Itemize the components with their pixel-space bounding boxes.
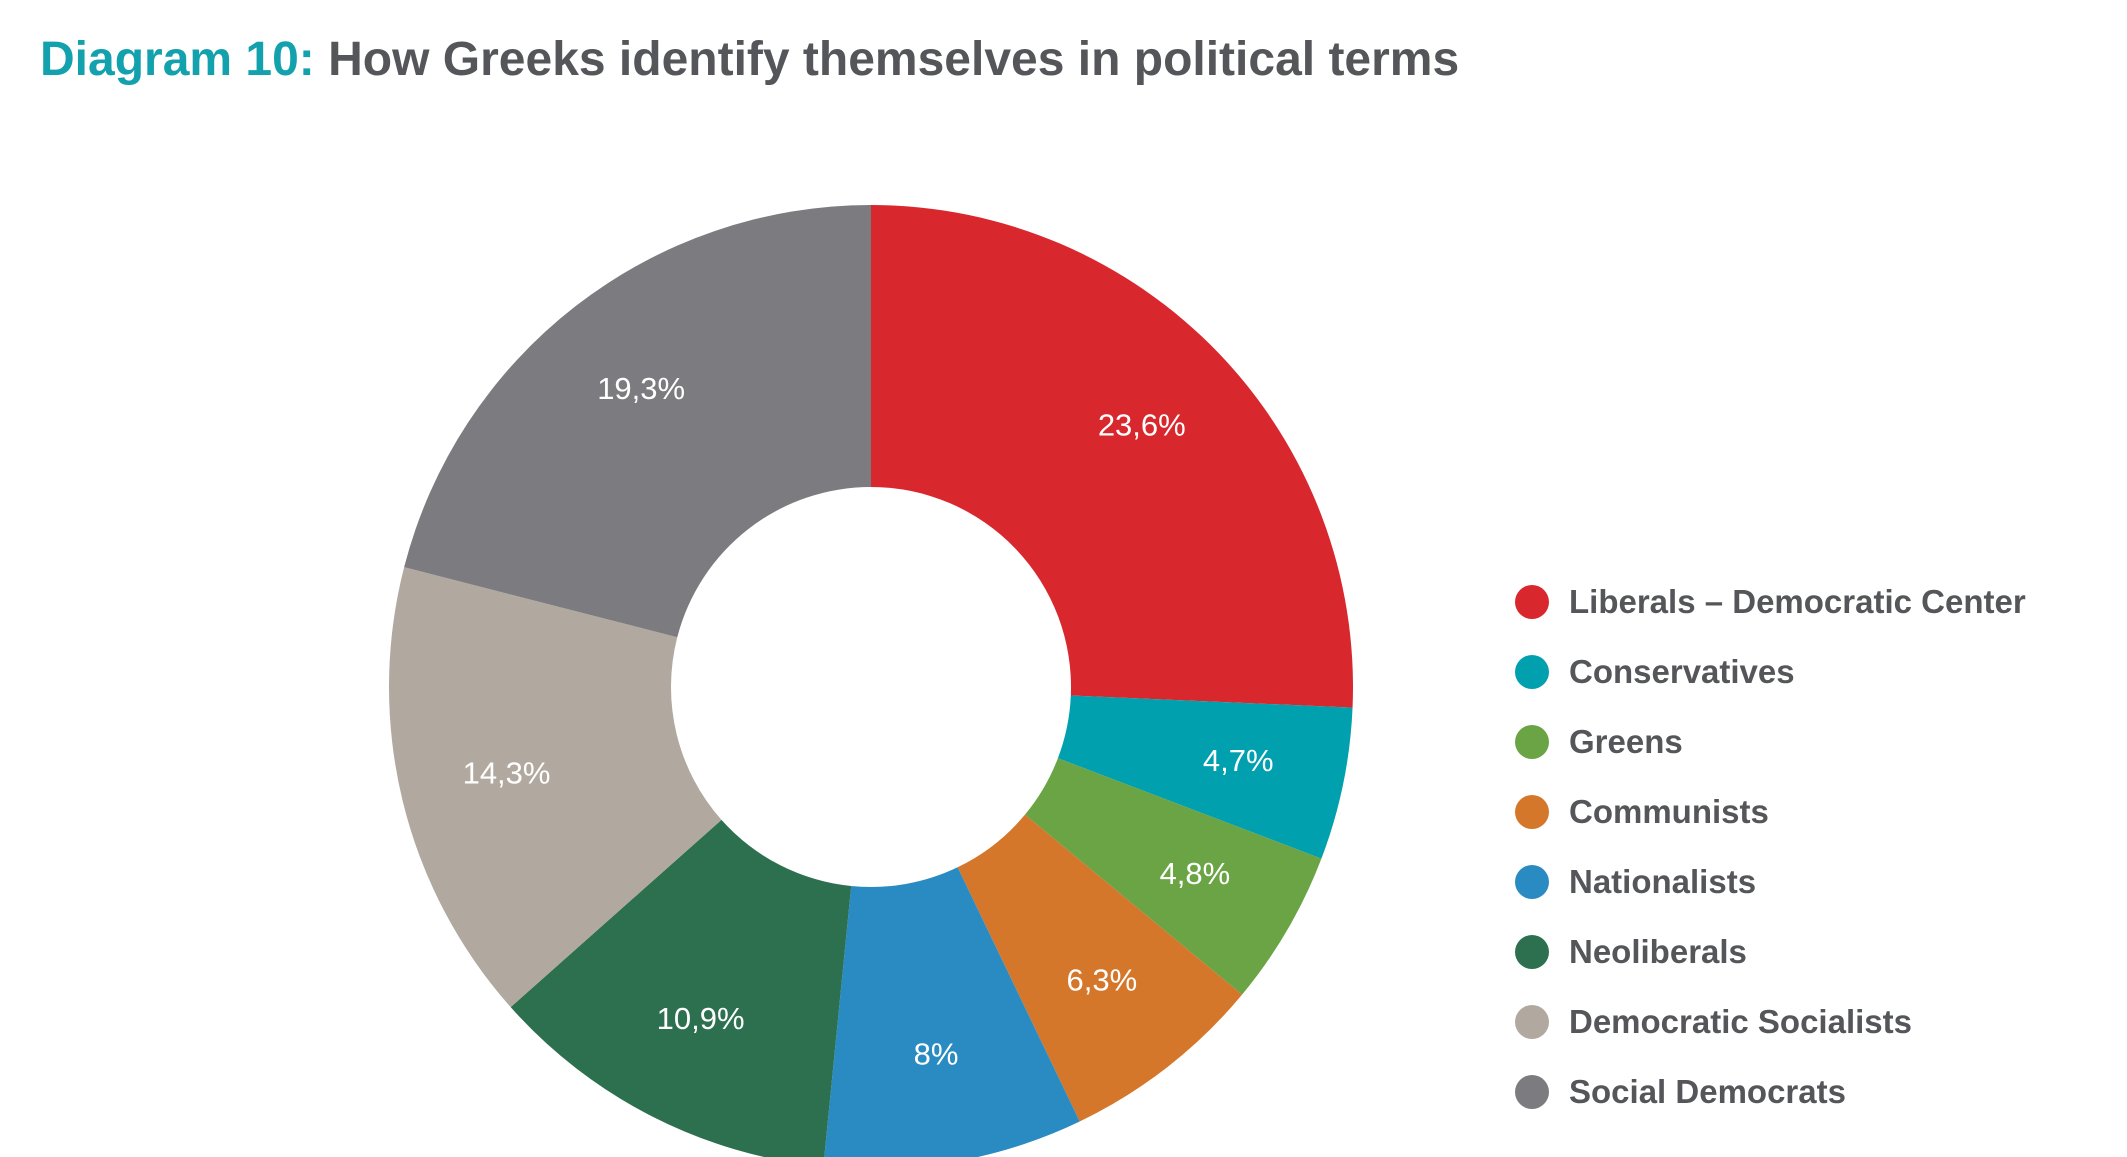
- slice-value-label: 19,3%: [597, 371, 685, 406]
- slice-greens: [1024, 758, 1322, 995]
- legend-item-democratic-socialists: Democratic Socialists: [1515, 987, 2026, 1057]
- legend-item-communists: Communists: [1515, 777, 2026, 847]
- slice-value-label: 4,8%: [1160, 856, 1231, 891]
- legend-label: Liberals – Democratic Center: [1569, 583, 2026, 620]
- legend-item-social-democrats: Social Democrats: [1515, 1057, 2026, 1127]
- chart-legend: Liberals – Democratic Center Conservative…: [1515, 567, 2026, 1127]
- legend-item-neoliberals: Neoliberals: [1515, 917, 2026, 987]
- slice-value-label: 8%: [914, 1037, 959, 1072]
- slice-nationalists: [824, 867, 1080, 1157]
- slice-value-label: 14,3%: [463, 755, 551, 790]
- legend-label: Social Democrats: [1569, 1073, 1846, 1110]
- legend-swatch: [1515, 795, 1549, 829]
- slice-neoliberals: [510, 819, 852, 1157]
- legend-label: Greens: [1569, 723, 1683, 760]
- slice-value-label: 6,3%: [1067, 963, 1138, 998]
- slice-communists: [957, 814, 1243, 1122]
- slice-value-label: 4,7%: [1203, 743, 1274, 778]
- legend-label: Nationalists: [1569, 863, 1757, 900]
- legend-swatch: [1515, 725, 1549, 759]
- chart-title: Diagram 10: How Greeks identify themselv…: [40, 30, 1459, 90]
- legend-label: Communists: [1569, 793, 1769, 830]
- slice-value-label: 10,9%: [657, 1001, 745, 1036]
- legend-label: Neoliberals: [1569, 933, 1747, 970]
- legend-swatch: [1515, 935, 1549, 969]
- legend-swatch: [1515, 1075, 1549, 1109]
- slice-liberals-democratic-center: [871, 205, 1354, 708]
- legend-item-nationalists: Nationalists: [1515, 847, 2026, 917]
- slice-value-label: 23,6%: [1098, 408, 1186, 443]
- slice-conservatives: [1057, 695, 1353, 859]
- legend-swatch: [1515, 1005, 1549, 1039]
- legend-item-conservatives: Conservatives: [1515, 637, 2026, 707]
- legend-swatch: [1515, 585, 1549, 619]
- legend-label: Conservatives: [1569, 653, 1795, 690]
- slice-democratic-socialists: [389, 567, 722, 1008]
- legend-swatch: [1515, 865, 1549, 899]
- chart-title-prefix: Diagram 10:: [40, 33, 315, 86]
- legend-swatch: [1515, 655, 1549, 689]
- legend-label: Democratic Socialists: [1569, 1003, 1912, 1040]
- legend-item-liberals-democratic-center: Liberals – Democratic Center: [1515, 567, 2026, 637]
- chart-title-text: How Greeks identify themselves in politi…: [328, 33, 1460, 86]
- legend-item-greens: Greens: [1515, 707, 2026, 777]
- slice-social-democrats: [404, 205, 871, 638]
